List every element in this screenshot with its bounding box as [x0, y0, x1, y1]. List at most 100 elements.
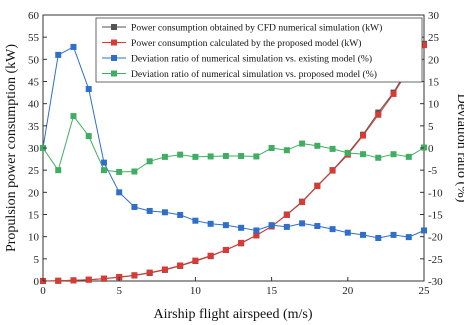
y-right-tick-label: -15	[428, 210, 443, 222]
data-point	[344, 229, 351, 236]
data-point	[146, 269, 153, 276]
legend-marker	[111, 55, 117, 61]
data-point	[116, 189, 123, 196]
y-left-tick-label: 50	[28, 54, 40, 66]
data-point	[192, 217, 199, 224]
data-point	[131, 272, 138, 279]
y-right-tick-label: 0	[428, 143, 434, 155]
data-point	[329, 167, 336, 174]
data-point	[70, 277, 77, 284]
y-right-tick-label: -25	[428, 254, 443, 266]
data-point	[85, 133, 92, 140]
data-point	[100, 159, 107, 166]
y-left-tick-label: 30	[28, 143, 40, 155]
legend-item-2: Power consumption calculated by the prop…	[102, 38, 361, 49]
data-point	[177, 262, 184, 269]
data-point	[238, 224, 245, 231]
data-point	[390, 90, 397, 97]
y-left-tick-label: 0	[34, 276, 40, 288]
data-point	[100, 275, 107, 282]
legend-label: Power consumption calculated by the prop…	[131, 38, 361, 49]
y-left-tick-label: 25	[28, 165, 40, 177]
data-point	[390, 231, 397, 238]
data-point	[55, 167, 62, 174]
data-point	[238, 152, 245, 159]
data-point	[283, 223, 290, 230]
data-point	[116, 168, 123, 175]
data-point	[131, 203, 138, 210]
legend-marker	[111, 39, 117, 46]
data-point	[390, 151, 397, 158]
legend: Power consumption obtained by CFD numeri…	[95, 17, 423, 83]
data-point	[85, 86, 92, 93]
data-point	[207, 153, 214, 160]
data-point	[146, 207, 153, 214]
data-point	[405, 153, 412, 160]
data-point	[253, 153, 260, 160]
data-point	[207, 252, 214, 259]
data-point	[314, 223, 321, 230]
data-point	[222, 152, 229, 159]
y-left-tick-label: 55	[28, 32, 40, 44]
data-point	[70, 43, 77, 50]
y-right-tick-label: 5	[428, 121, 434, 133]
y-left-tick-label: 15	[28, 210, 40, 222]
data-point	[131, 168, 138, 175]
data-point	[161, 153, 168, 160]
data-point	[421, 227, 427, 234]
y-left-tick-label: 40	[28, 99, 40, 111]
y-left-tick-label: 20	[28, 187, 40, 199]
y-left-tick-label: 60	[28, 10, 40, 22]
y-left-tick-label: 45	[28, 77, 40, 89]
data-point	[283, 147, 290, 154]
data-point	[268, 145, 275, 151]
x-tick-label: 15	[266, 285, 278, 297]
x-tick-label: 10	[190, 285, 202, 297]
data-point	[375, 154, 382, 161]
legend-marker	[111, 70, 117, 77]
legend-label: Power consumption obtained by CFD numeri…	[131, 23, 382, 34]
legend-marker	[111, 24, 117, 30]
y-left-tick-label: 5	[34, 254, 40, 266]
y-left-tick-label: 35	[28, 121, 40, 133]
data-point	[360, 132, 367, 139]
data-point	[421, 42, 427, 49]
data-point	[299, 220, 306, 227]
data-point	[314, 183, 321, 190]
x-tick-label: 5	[116, 285, 122, 297]
y-right-tick-label: 30	[428, 10, 440, 22]
series-4	[40, 113, 427, 175]
data-point	[222, 246, 229, 253]
legend-item-1: Power consumption obtained by CFD numeri…	[102, 23, 382, 34]
data-point	[360, 231, 367, 238]
data-point	[55, 277, 62, 284]
data-point	[253, 227, 260, 234]
data-point	[268, 222, 275, 229]
x-tick-label: 25	[419, 285, 431, 297]
legend-box	[95, 17, 423, 83]
data-point	[146, 158, 153, 165]
data-point	[299, 140, 306, 147]
y-right-tick-label: 25	[428, 32, 440, 44]
data-point	[161, 266, 168, 273]
y-right-tick-label: -30	[428, 276, 443, 288]
data-point	[70, 113, 77, 120]
y-axis-title-right: Deviation ratio (%)	[454, 94, 464, 203]
legend-item-3: Deviation ratio of numerical simulation …	[102, 54, 372, 65]
data-point	[55, 51, 62, 58]
legend-items: Power consumption obtained by CFD numeri…	[102, 23, 382, 80]
data-point	[344, 149, 351, 156]
y-left-tick-label: 10	[28, 232, 40, 244]
data-point	[375, 234, 382, 241]
y-right-tick-label: 10	[428, 99, 440, 111]
data-point	[177, 211, 184, 218]
legend-item-4: Deviation ratio of numerical simulation …	[102, 69, 377, 80]
y-axis-title-left: Propulsion power consumption (kW)	[4, 44, 19, 252]
x-axis-title: Airship flight airspeed (m/s)	[153, 307, 312, 322]
data-point	[283, 211, 290, 218]
axis-layer: 0 5 10 15 20 25051015202530354045505560-30-25…	[28, 10, 443, 297]
legend-label: Deviation ratio of numerical simulation …	[131, 69, 377, 80]
y-right-tick-label: -5	[428, 165, 438, 177]
data-point	[192, 153, 199, 160]
